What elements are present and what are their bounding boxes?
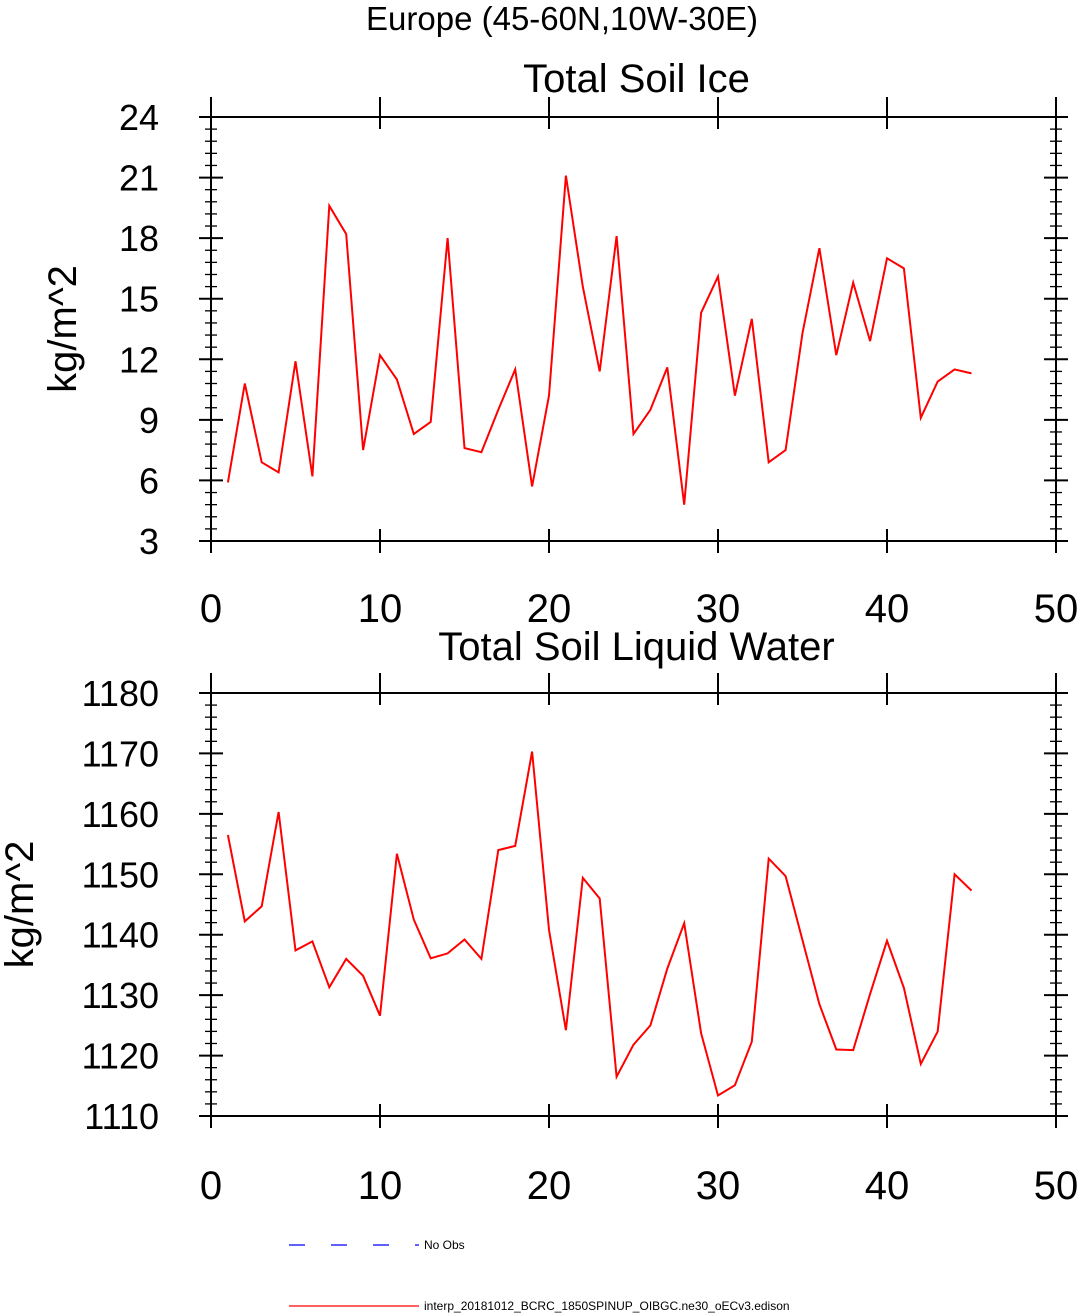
x-tick-label: 20: [527, 1164, 572, 1208]
y-tick-label: 15: [119, 279, 159, 320]
y-tick-label: 21: [119, 158, 159, 199]
x-tick-label: 30: [696, 1164, 741, 1208]
y-tick-label: 1130: [82, 975, 159, 1016]
chart-panel-1: Total Soil Ice kg/m^2 3 6 9 12 15 18 21 24 0 10 20 30…: [41, 57, 1078, 631]
y-tick-label: 1120: [82, 1036, 159, 1077]
legend-label-1: No Obs: [424, 1238, 465, 1252]
chart-panel-2: Total Soil Liquid Water kg/m^2 1110 1120 113…: [0, 625, 1078, 1208]
y-axis-label: kg/m^2: [0, 841, 42, 969]
plot-frame: [210, 116, 1057, 542]
x-tick-label: 40: [865, 1164, 910, 1208]
x-tick-label: 40: [865, 587, 910, 631]
x-tick-label: 0: [200, 1164, 222, 1208]
y-tick-label: 12: [119, 339, 159, 380]
x-tick-label: 10: [358, 587, 403, 631]
x-tick-label: 50: [1034, 587, 1079, 631]
x-tick-label: 20: [527, 587, 572, 631]
y-tick-label: 9: [139, 400, 159, 441]
chart-panels: Total Soil Ice kg/m^2 3 6 9 12 15 18 21 24 0 10 20 30…: [0, 57, 1078, 1208]
series-line: [226, 751, 973, 1098]
legend: No Obs interp_20181012_BCRC_1850SPINUP_OI…: [289, 1238, 790, 1313]
legend-label-2: interp_20181012_BCRC_1850SPINUP_OIBGC.ne…: [424, 1299, 790, 1313]
plot-frame: [210, 692, 1057, 1117]
y-tick-label: 1110: [84, 1096, 159, 1137]
y-tick-label: 1150: [82, 854, 159, 895]
y-tick-label: 1160: [82, 794, 159, 835]
y-tick-label: 1170: [82, 733, 159, 774]
x-tick-label: 50: [1034, 1164, 1079, 1208]
y-tick-label: 1140: [82, 915, 159, 956]
x-tick-label: 10: [358, 1164, 403, 1208]
y-tick-label: 6: [139, 460, 159, 501]
chart-title: Total Soil Liquid Water: [438, 625, 834, 669]
y-tick-label: 1180: [82, 673, 159, 714]
y-tick-label: 24: [119, 97, 159, 138]
x-tick-label: 0: [200, 587, 222, 631]
y-tick-label: 18: [119, 218, 159, 259]
y-tick-label: 3: [139, 521, 159, 562]
y-axis-label: kg/m^2: [41, 265, 85, 393]
series-line: [226, 175, 972, 505]
x-tick-label: 30: [696, 587, 741, 631]
figure-suptitle: Europe (45-60N,10W-30E): [366, 0, 758, 37]
chart-title: Total Soil Ice: [523, 57, 750, 101]
